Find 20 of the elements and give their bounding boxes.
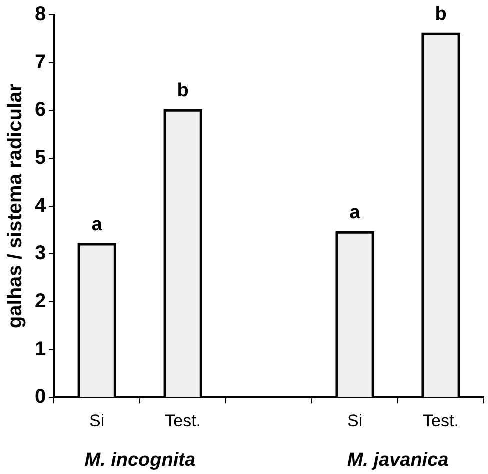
y-tick-label: 1 <box>35 338 46 360</box>
y-tick-label: 2 <box>35 290 46 312</box>
text: M. javanica <box>347 450 450 471</box>
x-tick-label: Test. <box>423 411 459 430</box>
x-tick-label: Si <box>90 411 105 430</box>
text: M. incognita <box>84 450 196 471</box>
x-tick-label: Si <box>347 411 363 430</box>
data-label: a <box>350 202 361 224</box>
y-tick-label: 6 <box>35 99 46 122</box>
data-label: b <box>177 80 189 102</box>
data-label: a <box>92 214 103 236</box>
y-tick-label: 4 <box>35 194 47 217</box>
y-tick-label: 3 <box>35 242 46 265</box>
data-label: b <box>435 4 447 25</box>
y-tick-label: 0 <box>35 386 46 408</box>
y-tick-label: 5 <box>35 146 46 169</box>
y-axis-title: galhas / sistema radicular <box>4 84 27 329</box>
y-tick-label: 8 <box>35 4 46 26</box>
y-tick-label: 7 <box>35 51 46 74</box>
x-tick-label: Test. <box>165 411 202 430</box>
